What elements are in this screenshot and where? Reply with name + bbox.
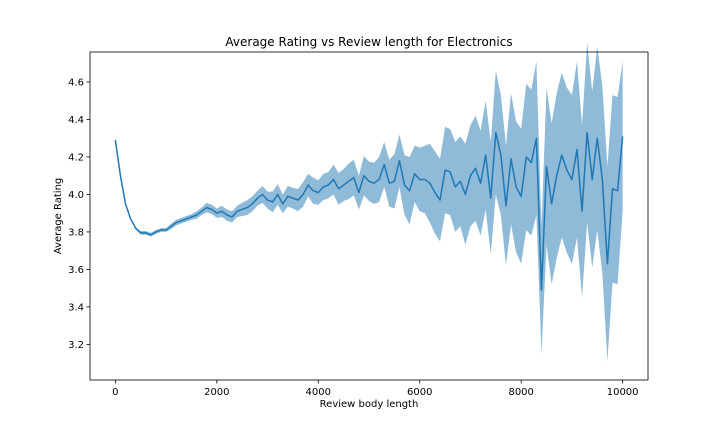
- y-tick-label: 3.4: [68, 302, 84, 313]
- x-tick-label: 6000: [407, 387, 432, 398]
- plot-area: [114, 42, 624, 362]
- x-tick-label: 2000: [204, 387, 229, 398]
- chart-title: Average Rating vs Review length for Elec…: [225, 35, 512, 49]
- y-axis-label: Average Rating: [53, 178, 64, 254]
- y-tick-label: 4.4: [68, 115, 84, 126]
- y-tick-label: 3.8: [68, 227, 84, 238]
- average-rating-line: [114, 131, 624, 291]
- y-axis-ticks: 3.2 3.4 3.6 3.8 4.0 4.2 4.4 4.6: [68, 77, 90, 351]
- x-tick-label: 10000: [607, 387, 639, 398]
- y-tick-label: 4.2: [68, 152, 84, 163]
- x-axis-ticks: 0 2000 4000 6000 8000 10000: [112, 380, 639, 398]
- y-tick-label: 4.6: [68, 77, 84, 88]
- y-tick-label: 3.2: [68, 340, 84, 351]
- x-axis-label: Review body length: [320, 399, 419, 410]
- confidence-band: [115, 42, 623, 362]
- x-tick-label: 4000: [306, 387, 331, 398]
- y-tick-label: 3.6: [68, 265, 84, 276]
- x-tick-label: 8000: [508, 387, 533, 398]
- y-tick-label: 4.0: [68, 190, 84, 201]
- x-tick-label: 0: [112, 387, 118, 398]
- axes-frame: [89, 51, 649, 381]
